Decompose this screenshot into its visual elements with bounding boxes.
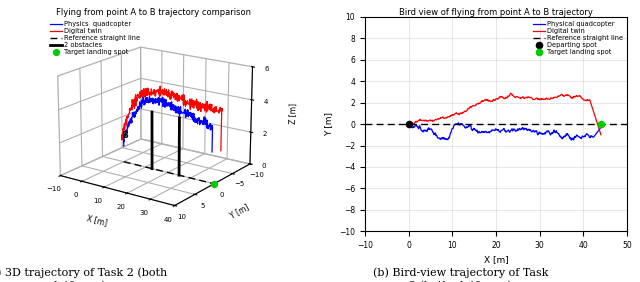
X-axis label: X [m]: X [m]	[86, 213, 109, 228]
Digital twin	[563, 93, 570, 97]
Physical quadcopter	[497, 131, 504, 134]
Legend: Physical quadcopter, Digital twin, Reference straight line, Departing spot, Targ: Physical quadcopter, Digital twin, Refer…	[532, 20, 624, 56]
Line: Physical quadcopter: Physical quadcopter	[408, 123, 601, 140]
Physical quadcopter	[597, 125, 605, 129]
Y-axis label: Y [m]: Y [m]	[228, 202, 250, 220]
Digital twin	[509, 94, 517, 97]
Physical quadcopter	[498, 129, 506, 132]
Physical quadcopter	[563, 133, 570, 136]
Text: (b) Bird-view trajectory of Task
2 (both platforms): (b) Bird-view trajectory of Task 2 (both…	[373, 268, 548, 282]
Digital twin	[507, 92, 515, 95]
Line: Digital twin: Digital twin	[408, 93, 601, 135]
Text: (a) 3D trajectory of Task 2 (both
platforms): (a) 3D trajectory of Task 2 (both platfo…	[0, 268, 168, 282]
Digital twin	[404, 122, 412, 126]
Digital twin	[593, 120, 600, 123]
Title: Bird view of flying from point A to B trajectory: Bird view of flying from point A to B tr…	[399, 8, 593, 17]
X-axis label: X [m]: X [m]	[484, 255, 508, 265]
Target landing spot	[596, 122, 606, 126]
Legend: Physics  quadcopter, Digital twin, Reference straight line, 2 obstacles, Target : Physics quadcopter, Digital twin, Refere…	[50, 20, 141, 56]
Y-axis label: Y [m]: Y [m]	[324, 112, 333, 136]
Digital twin	[496, 95, 504, 99]
Physical quadcopter	[455, 121, 463, 124]
Physical quadcopter	[520, 128, 527, 131]
Physical quadcopter	[593, 131, 601, 134]
Departing spot	[403, 122, 413, 126]
Digital twin	[520, 96, 527, 100]
Physical quadcopter	[404, 122, 412, 126]
Physical quadcopter	[568, 138, 575, 142]
Digital twin	[497, 95, 505, 99]
Title: Flying from point A to B trajectory comparison: Flying from point A to B trajectory comp…	[56, 8, 251, 17]
Physical quadcopter	[509, 127, 517, 131]
Digital twin	[597, 133, 605, 136]
